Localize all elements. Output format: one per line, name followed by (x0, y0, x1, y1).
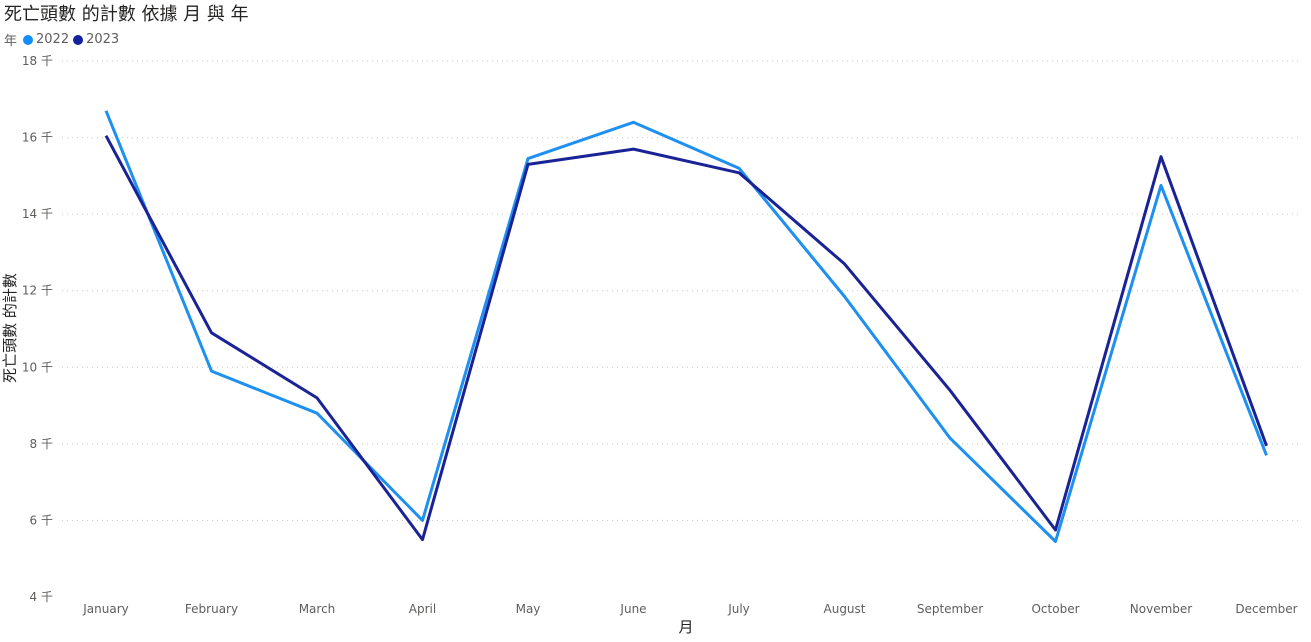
x-tick-label: February (185, 602, 238, 616)
data-point-2023-may[interactable] (524, 160, 532, 168)
x-tick-label: July (727, 602, 750, 616)
data-point-2022-november[interactable] (1157, 181, 1165, 189)
legend-label-2023: 2023 (86, 32, 120, 47)
data-point-2022-february[interactable] (208, 367, 216, 375)
data-point-2023-october[interactable] (1052, 526, 1060, 534)
x-tick-label: March (299, 602, 336, 616)
data-point-2023-august[interactable] (841, 260, 849, 268)
series-line-2022[interactable] (104, 110, 1268, 543)
data-point-2022-december[interactable] (1263, 451, 1271, 459)
data-point-2022-june[interactable] (630, 118, 638, 126)
data-point-2022-august[interactable] (841, 292, 849, 300)
y-tick-label: 4 千 (30, 590, 53, 604)
y-tick-label: 16 千 (22, 131, 53, 145)
x-tick-label: August (824, 602, 866, 616)
x-axis-ticks: January February March April May June July Augu… (82, 602, 1297, 616)
data-point-2023-january[interactable] (102, 132, 110, 140)
legend-item-2023[interactable]: 2023 (73, 32, 119, 47)
y-axis-ticks: 4 千 6 千 8 千 10 千 12 千 14 千 16 千 18 千 (22, 54, 53, 604)
series-lines (102, 107, 1271, 545)
x-tick-label: January (82, 602, 129, 616)
legend-dot-2023 (73, 34, 84, 45)
data-point-2023-september[interactable] (946, 386, 954, 394)
y-tick-label: 8 千 (30, 437, 53, 451)
x-tick-label: May (516, 602, 541, 616)
x-tick-label: December (1235, 602, 1297, 616)
legend-dot-2022 (23, 34, 34, 45)
y-tick-label: 6 千 (30, 513, 53, 527)
y-tick-label: 14 千 (22, 207, 53, 221)
series-line-2023[interactable] (104, 134, 1268, 542)
legend-label-2022: 2022 (36, 32, 70, 47)
x-tick-label: April (409, 602, 436, 616)
data-point-2023-march[interactable] (313, 394, 321, 402)
gridlines (62, 60, 1300, 521)
y-tick-label: 10 千 (22, 360, 53, 374)
y-tick-label: 18 千 (22, 54, 53, 68)
y-tick-label: 12 千 (22, 284, 53, 298)
legend-title: 年 (4, 34, 18, 49)
legend-item-2022[interactable]: 2022 (23, 32, 69, 47)
data-point-2022-january[interactable] (102, 107, 110, 115)
x-tick-label: June (619, 602, 646, 616)
data-point-2023-february[interactable] (208, 329, 216, 337)
x-axis-title: 月 (678, 618, 693, 636)
data-point-2022-september[interactable] (946, 434, 954, 442)
data-point-2023-june[interactable] (630, 145, 638, 153)
x-tick-label: November (1130, 602, 1192, 616)
chart-title: 死亡頭數 的計數 依據 月 與 年 (4, 4, 249, 25)
data-point-2022-april[interactable] (419, 516, 427, 524)
legend: 年 2022 2023 (4, 30, 123, 49)
data-point-2023-july[interactable] (735, 169, 743, 177)
data-point-2023-december[interactable] (1263, 442, 1271, 450)
y-axis-title: 死亡頭數 的計數 (1, 273, 19, 383)
data-point-2023-november[interactable] (1157, 153, 1165, 161)
x-tick-label: October (1031, 602, 1079, 616)
data-point-2022-march[interactable] (313, 409, 321, 417)
data-point-2022-october[interactable] (1052, 537, 1060, 545)
x-tick-label: September (917, 602, 983, 616)
data-point-2023-april[interactable] (419, 536, 427, 544)
